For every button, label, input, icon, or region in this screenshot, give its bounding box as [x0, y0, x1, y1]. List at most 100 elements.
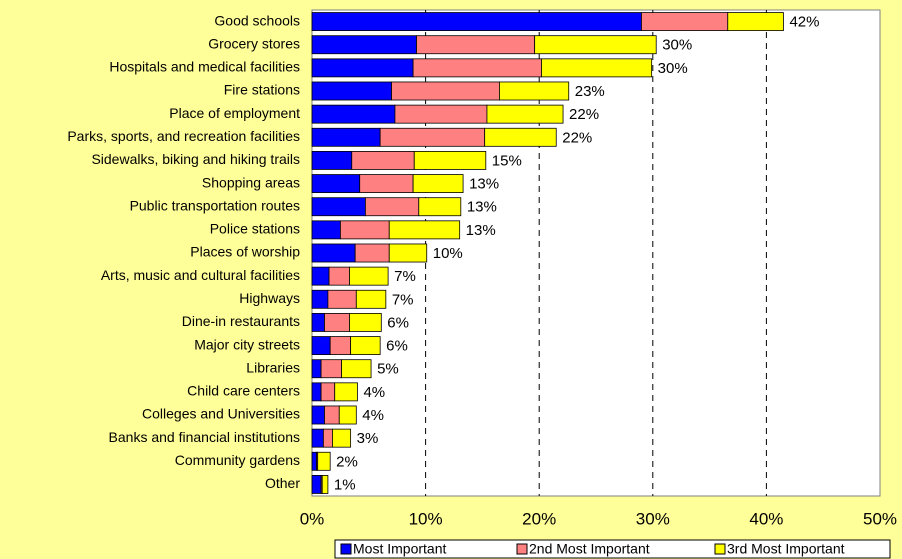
y-tick-label: Hospitals and medical facilities	[109, 59, 300, 75]
legend-label: Most Important	[353, 541, 446, 557]
bar-segment	[311, 266, 330, 286]
bar-segment	[379, 127, 486, 147]
bar-segment	[727, 12, 784, 31]
bar-segment	[311, 405, 325, 425]
y-tick-label: Place of employment	[169, 105, 300, 121]
bar-segment	[350, 336, 381, 355]
bar-segment	[388, 243, 428, 263]
total-label: 22%	[562, 129, 592, 146]
bar-segment	[311, 174, 361, 193]
total-label: 13%	[469, 176, 499, 193]
y-tick-label: Shopping areas	[202, 174, 300, 190]
bar-segment	[484, 127, 557, 147]
bar-segment	[311, 81, 392, 101]
total-label: 4%	[363, 384, 385, 401]
bar-segment	[355, 289, 387, 309]
bar-segment	[359, 174, 414, 193]
total-label: 22%	[569, 106, 599, 123]
bar-segment	[311, 127, 381, 147]
y-tick-label: Sidewalks, biking and hiking trails	[91, 151, 300, 167]
legend-label: 2nd Most Important	[529, 541, 650, 557]
bar-segment	[311, 220, 341, 240]
bar-segment	[338, 405, 357, 425]
bar-segment	[499, 81, 570, 101]
bar-segment	[320, 382, 336, 402]
total-label: 15%	[492, 152, 522, 169]
bar-segment	[418, 197, 462, 217]
y-tick-label: Public transportation routes	[130, 197, 300, 213]
legend-label: 3rd Most Important	[727, 541, 845, 557]
bar-segment	[364, 197, 420, 217]
bar-segment	[311, 428, 324, 448]
y-tick-label: Fire stations	[224, 82, 300, 98]
bar-segment	[416, 35, 536, 55]
bar-segment	[311, 359, 322, 379]
y-tick-label: Police stations	[210, 221, 300, 237]
x-tick-label: 40%	[749, 509, 783, 528]
total-label: 13%	[467, 199, 497, 216]
bar-segment	[391, 81, 500, 101]
y-tick-label: Libraries	[246, 359, 300, 375]
bar-segment	[320, 359, 342, 379]
y-tick-label: Community gardens	[175, 452, 300, 468]
bar-segment	[412, 174, 464, 193]
bar-segment	[311, 451, 317, 471]
bar-segment	[349, 313, 382, 332]
total-label: 42%	[789, 14, 819, 31]
total-label: 7%	[392, 291, 414, 308]
bar-segment	[354, 243, 390, 263]
bar-segment	[334, 382, 358, 402]
bar-segment	[341, 359, 372, 379]
total-label: 1%	[334, 476, 356, 493]
x-tick-label: 0%	[300, 509, 325, 528]
bar-segment	[349, 266, 389, 286]
x-tick-label: 10%	[409, 509, 443, 528]
bar-segment	[311, 151, 353, 170]
total-label: 30%	[658, 60, 688, 77]
total-label: 13%	[466, 222, 496, 239]
bar-segment	[322, 428, 333, 448]
x-tick-label: 20%	[522, 509, 556, 528]
bar-segment	[328, 266, 350, 286]
total-label: 2%	[336, 453, 358, 470]
legend-swatch	[340, 543, 352, 555]
bar-segment	[311, 382, 322, 402]
bar-segment	[317, 451, 331, 471]
bar-segment	[324, 313, 350, 332]
legend-swatch	[714, 543, 726, 555]
bar-segment	[311, 243, 356, 263]
bar-segment	[327, 289, 357, 309]
bar-segment	[311, 58, 414, 78]
total-label: 6%	[386, 338, 408, 355]
y-tick-label: Parks, sports, and recreation facilities	[67, 128, 300, 144]
bar-segment	[311, 104, 396, 124]
total-label: 7%	[394, 268, 416, 285]
y-tick-label: Other	[265, 475, 300, 491]
y-tick-label: Arts, music and cultural facilities	[101, 267, 300, 283]
bar-segment	[321, 475, 329, 494]
bar-segment	[541, 58, 653, 78]
total-label: 3%	[357, 430, 379, 447]
bar-segment	[413, 151, 487, 170]
bar-segment	[351, 151, 415, 170]
bar-segment	[311, 289, 329, 309]
bar-segment	[534, 35, 657, 55]
x-tick-label: 30%	[636, 509, 670, 528]
bar-segment	[311, 475, 322, 494]
total-label: 30%	[662, 37, 692, 54]
x-tick-label: 50%	[863, 509, 897, 528]
y-tick-label: Child care centers	[187, 383, 300, 399]
bar-segment	[311, 313, 325, 332]
bar-segment	[486, 104, 564, 124]
bar-segment	[329, 336, 352, 355]
y-tick-label: Good schools	[214, 12, 300, 28]
total-label: 5%	[377, 361, 399, 378]
bar-segment	[339, 220, 390, 240]
bar-segment	[324, 405, 340, 425]
total-label: 10%	[433, 245, 463, 262]
y-tick-label: Highways	[239, 290, 300, 306]
total-label: 23%	[575, 83, 605, 100]
y-tick-label: Dine-in restaurants	[182, 313, 300, 329]
bar-segment	[332, 428, 352, 448]
bar-segment	[311, 35, 417, 55]
